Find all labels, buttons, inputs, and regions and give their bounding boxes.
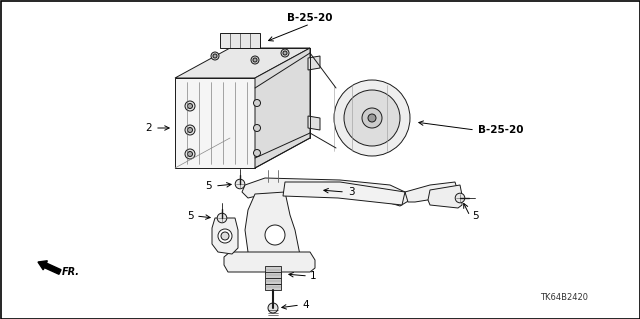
Circle shape: [188, 152, 193, 157]
Polygon shape: [245, 192, 300, 270]
Circle shape: [344, 90, 400, 146]
Circle shape: [213, 54, 217, 58]
Circle shape: [265, 225, 285, 245]
Text: TK64B2420: TK64B2420: [540, 293, 588, 302]
Polygon shape: [175, 78, 255, 168]
Circle shape: [253, 100, 260, 107]
Circle shape: [362, 108, 382, 128]
Bar: [265, 278, 281, 284]
Polygon shape: [255, 48, 310, 168]
Circle shape: [185, 125, 195, 135]
Circle shape: [253, 58, 257, 62]
Polygon shape: [308, 116, 320, 130]
FancyArrow shape: [38, 261, 61, 274]
Circle shape: [283, 51, 287, 55]
Circle shape: [368, 114, 376, 122]
Circle shape: [188, 128, 193, 132]
Circle shape: [211, 52, 219, 60]
Circle shape: [281, 49, 289, 57]
Text: 5: 5: [472, 211, 479, 221]
Text: 5: 5: [188, 211, 194, 221]
Circle shape: [236, 179, 245, 189]
Polygon shape: [242, 178, 410, 206]
Circle shape: [217, 213, 227, 223]
Polygon shape: [405, 182, 458, 202]
Text: 4: 4: [302, 300, 308, 310]
Text: 1: 1: [310, 271, 317, 281]
Circle shape: [268, 303, 278, 313]
Text: FR.: FR.: [62, 267, 80, 277]
Text: B-25-20: B-25-20: [287, 13, 333, 23]
Polygon shape: [220, 33, 260, 48]
Circle shape: [188, 103, 193, 108]
Text: B-25-20: B-25-20: [478, 125, 524, 135]
Circle shape: [455, 193, 465, 203]
Polygon shape: [283, 182, 405, 205]
Polygon shape: [212, 218, 238, 254]
Text: 5: 5: [205, 181, 212, 191]
Text: 3: 3: [348, 187, 355, 197]
Circle shape: [251, 56, 259, 64]
Polygon shape: [175, 48, 310, 78]
Polygon shape: [428, 185, 462, 208]
Circle shape: [185, 101, 195, 111]
Polygon shape: [308, 56, 320, 70]
Bar: [265, 284, 281, 290]
Circle shape: [253, 124, 260, 131]
Text: 2: 2: [145, 123, 152, 133]
Bar: [265, 272, 281, 278]
Polygon shape: [224, 252, 315, 272]
Circle shape: [218, 229, 232, 243]
Circle shape: [221, 232, 229, 240]
Circle shape: [334, 80, 410, 156]
Bar: [265, 266, 281, 274]
Circle shape: [253, 150, 260, 157]
Circle shape: [185, 149, 195, 159]
